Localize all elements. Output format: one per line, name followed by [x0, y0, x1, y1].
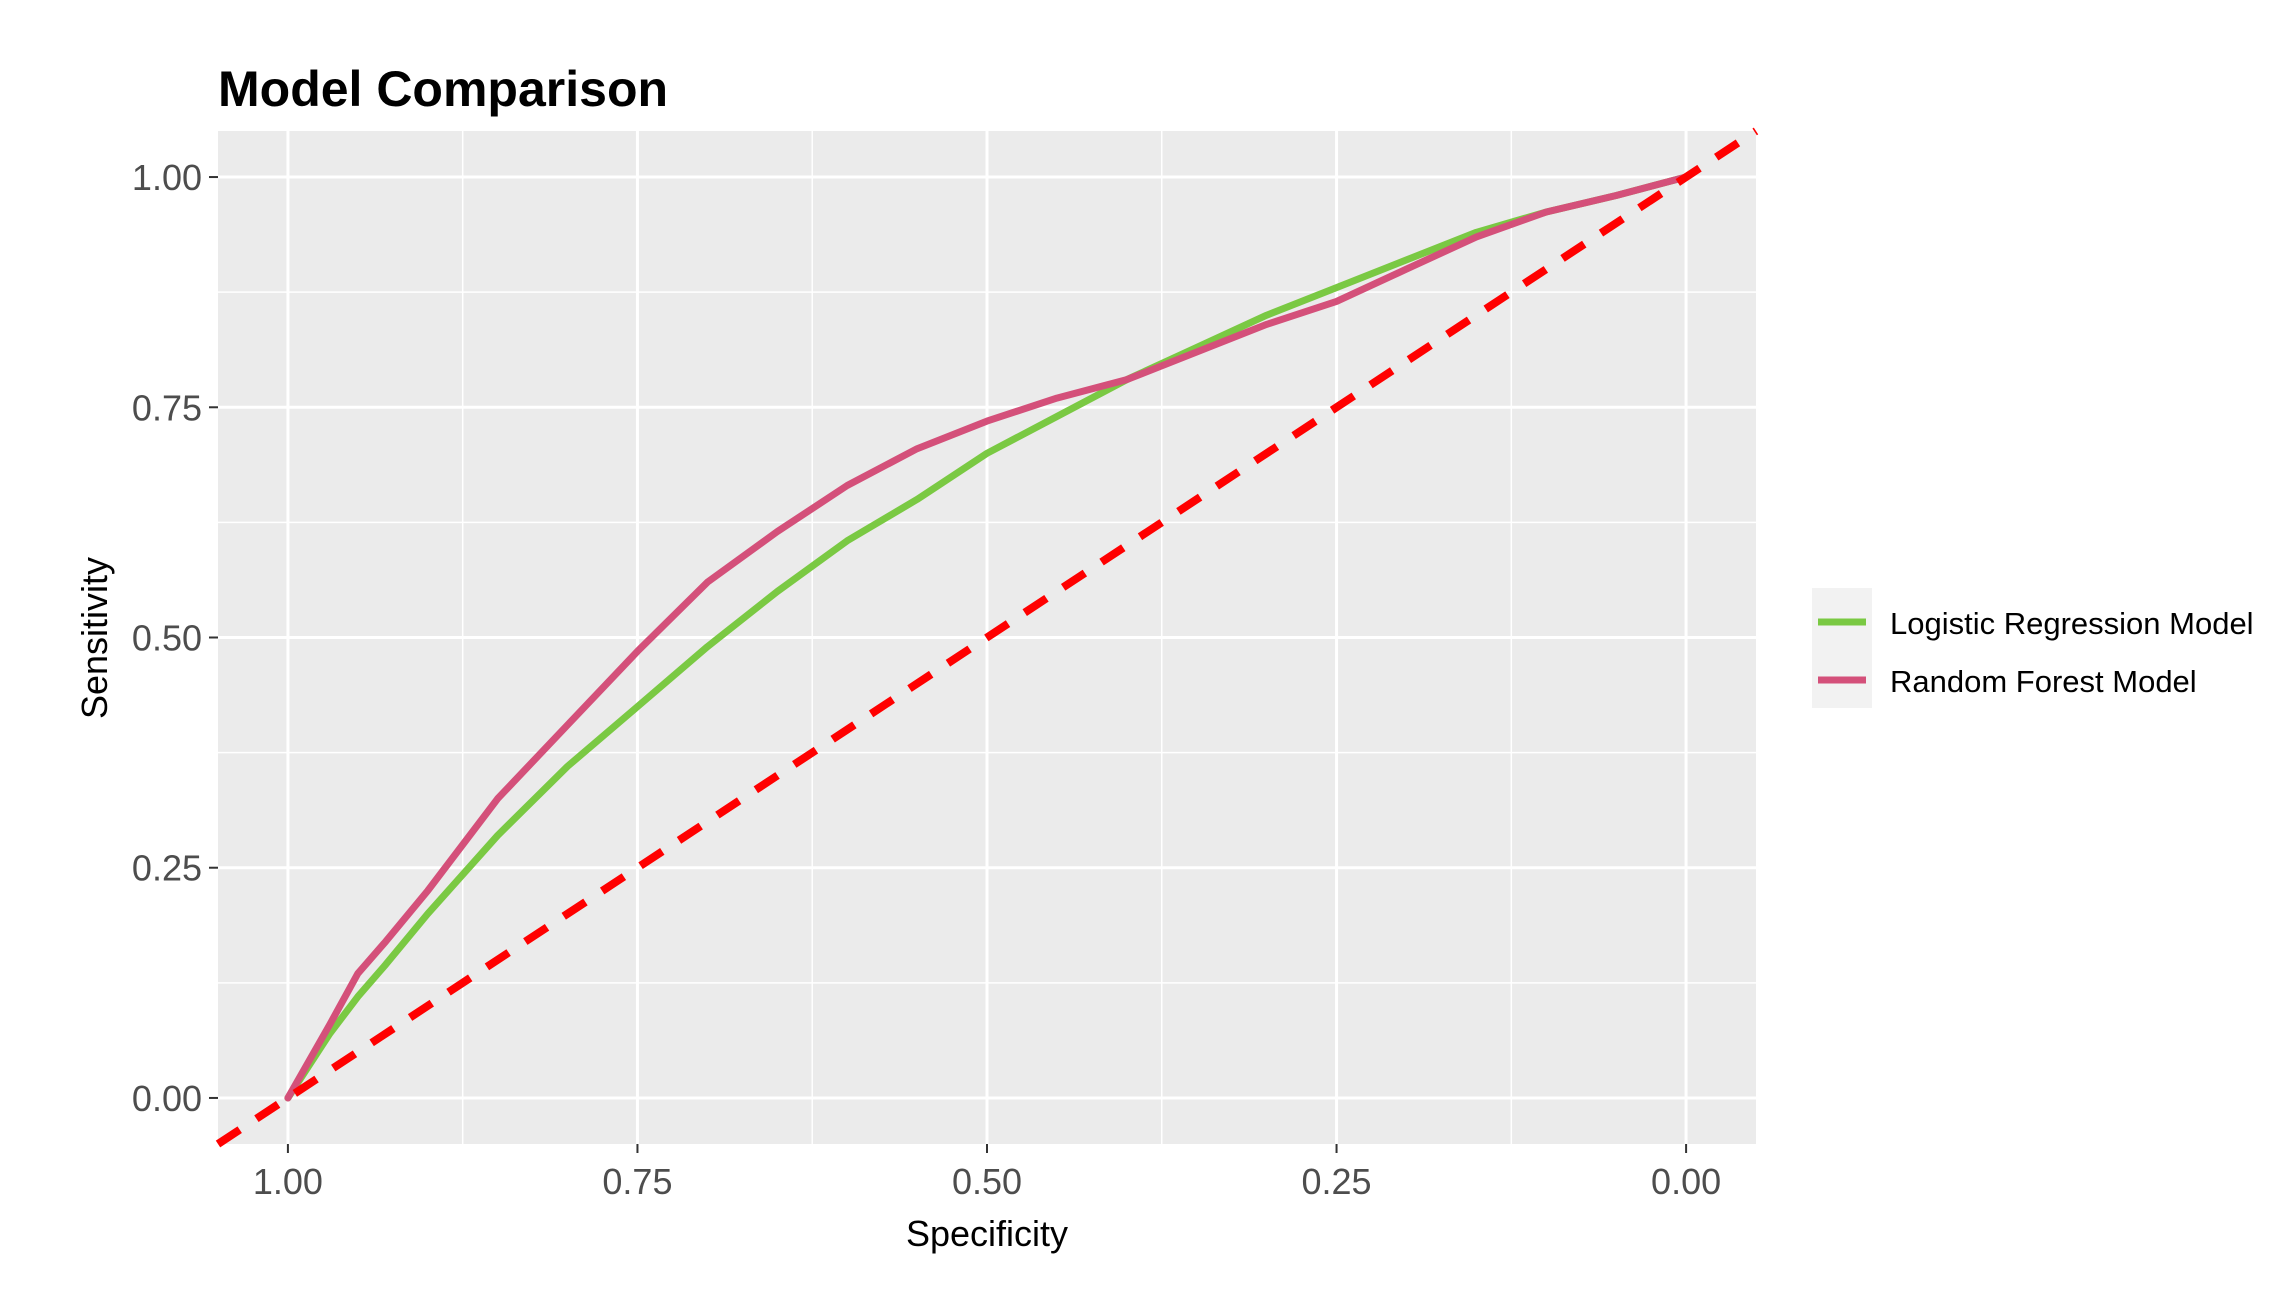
x-tick-label: 0.50 [952, 1161, 1022, 1202]
series-line-logistic-regression [284, 173, 1690, 1102]
legend: Logistic Regression Model Random Forest … [1812, 588, 2254, 708]
legend-label-random-forest: Random Forest Model [1890, 664, 2197, 699]
series-lines [284, 173, 1690, 1102]
x-axis-ticks: 1.00 0.75 0.50 0.25 0.00 [253, 1144, 1721, 1202]
y-tick-label: 0.25 [132, 848, 202, 889]
reference-diagonal [215, 127, 1759, 1148]
chart-title: Model Comparison [218, 61, 668, 117]
y-axis-ticks: 0.00 0.25 0.50 0.75 1.00 [132, 157, 218, 1119]
x-axis-title: Specificity [906, 1213, 1068, 1254]
y-tick-label: 1.00 [132, 157, 202, 198]
y-tick-label: 0.00 [132, 1078, 202, 1119]
x-tick-label: 0.00 [1651, 1161, 1721, 1202]
reference-line [215, 127, 1759, 1148]
series-line-random-forest [284, 173, 1690, 1102]
x-tick-label: 1.00 [253, 1161, 323, 1202]
x-tick-label: 0.75 [602, 1161, 672, 1202]
x-tick-label: 0.25 [1302, 1161, 1372, 1202]
legend-label-logistic: Logistic Regression Model [1890, 606, 2254, 641]
y-tick-label: 0.50 [132, 618, 202, 659]
y-axis-title: Sensitivity [74, 557, 115, 719]
y-tick-label: 0.75 [132, 387, 202, 428]
legend-key-background [1812, 588, 1872, 708]
